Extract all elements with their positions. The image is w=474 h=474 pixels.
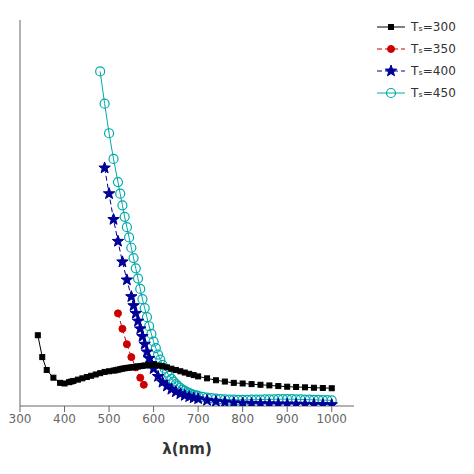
html-text:Tₛ=450: Tₛ=450 [411, 86, 456, 100]
svg-text:800: 800 [231, 412, 254, 426]
svg-text:500: 500 [98, 412, 121, 426]
svg-text:900: 900 [276, 412, 299, 426]
svg-text:1000: 1000 [316, 412, 347, 426]
svg-text:λ(nm): λ(nm) [162, 440, 212, 458]
svg-text:600: 600 [142, 412, 165, 426]
html-text:Tₛ=350: Tₛ=350 [411, 42, 456, 56]
svg-text:400: 400 [53, 412, 76, 426]
html-text:Tₛ=300: Tₛ=300 [411, 20, 456, 34]
svg-text:300: 300 [9, 412, 32, 426]
html-text:Tₛ=400: Tₛ=400 [411, 64, 456, 78]
svg-text:700: 700 [187, 412, 210, 426]
